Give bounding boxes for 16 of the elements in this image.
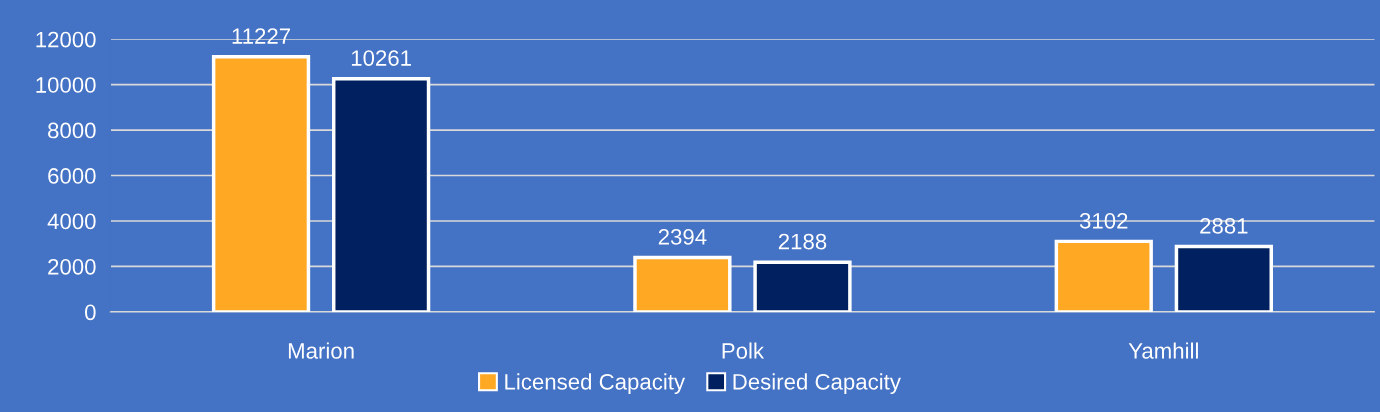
y-tick-label: 8000 [48, 122, 96, 139]
data-label: 2394 [658, 229, 707, 245]
x-tick-label: Marion [288, 342, 354, 359]
data-label: 2881 [1200, 217, 1248, 234]
data-label: 2188 [778, 233, 827, 250]
y-tick-label: 10000 [36, 77, 96, 93]
legend-label: Desired Capacity [733, 373, 901, 395]
x-tick-label: Polk [722, 342, 765, 359]
y-tick-label: 12000 [36, 31, 96, 48]
y-tick-label: 0 [85, 304, 96, 321]
y-tick-label: 2000 [48, 258, 96, 275]
x-tick-label: Yamhill [1128, 342, 1198, 359]
legend-label: Licensed Capacity [505, 373, 686, 395]
data-label: 10261 [351, 50, 411, 66]
y-tick-label: 4000 [47, 213, 96, 230]
y-tick-label: 6000 [48, 168, 96, 184]
